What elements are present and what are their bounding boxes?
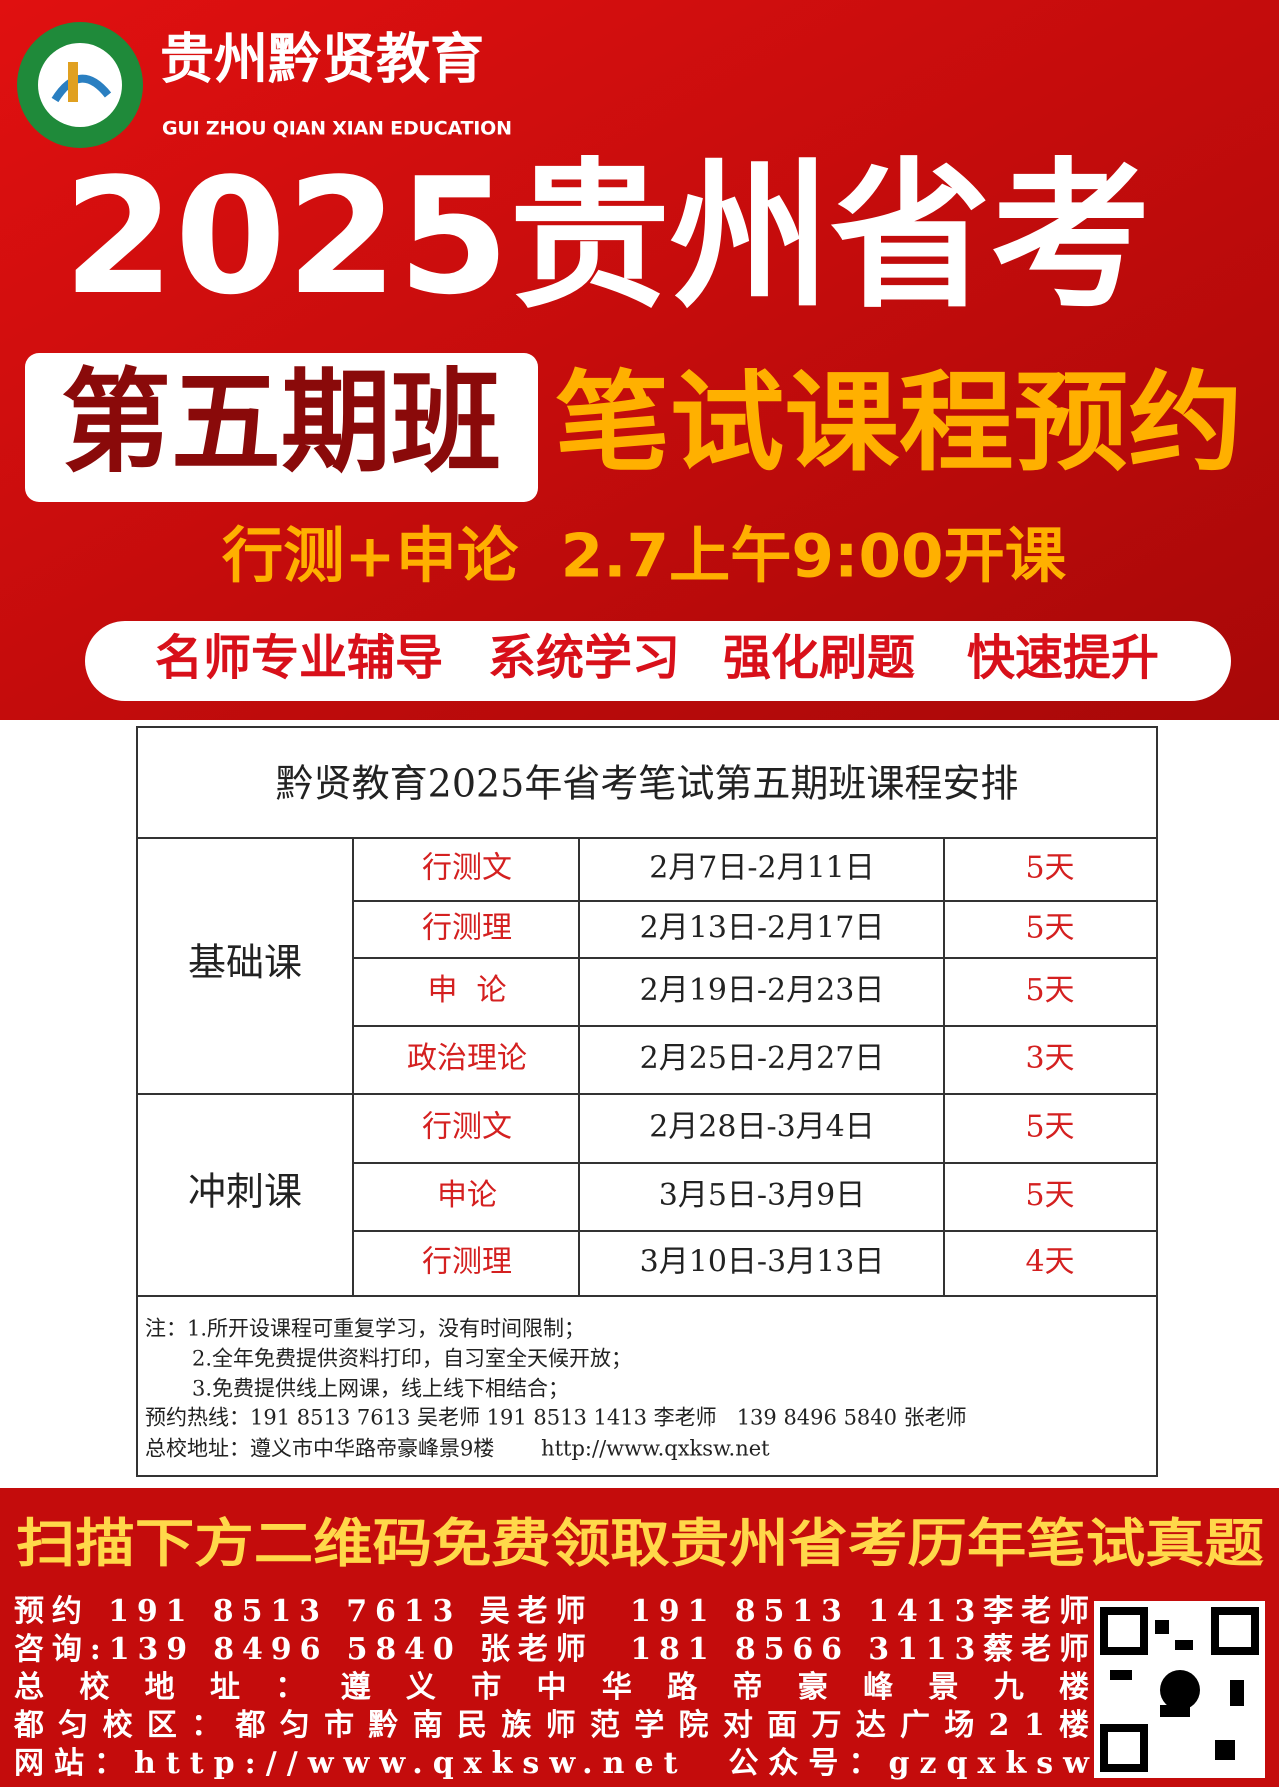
logo (17, 22, 143, 148)
note: 预约热线：191 8513 7613 吴老师 191 8513 1413 李老师… (145, 1406, 967, 1430)
footer-banner: 扫描下方二维码免费领取贵州省考历年笔试真题 (16, 1514, 1264, 1575)
feature: 名师专业辅导 (155, 630, 443, 686)
days: 5天 (1025, 973, 1074, 1008)
days: 5天 (1025, 1178, 1074, 1213)
subline: 行测+申论 2.7上午9:00开课 (222, 522, 1067, 592)
badge: 第五期班 (61, 358, 501, 488)
course: 行测文 (422, 1110, 512, 1145)
badge-bg (25, 353, 538, 502)
course: 政治理论 (407, 1041, 527, 1076)
days: 5天 (1025, 911, 1074, 946)
dates: 2月19日-2月23日 (640, 973, 885, 1008)
feature: 快速提升 (967, 630, 1159, 686)
days: 3天 (1025, 1041, 1074, 1076)
group-name: 冲刺课 (188, 1170, 302, 1214)
brand-en: GUI ZHOU QIAN XIAN EDUCATION (162, 118, 512, 140)
brand: 贵州黔贤教育 (160, 28, 484, 91)
title: 2025贵州省考 (63, 143, 1151, 330)
days: 5天 (1025, 1110, 1074, 1145)
dates: 2月28日-3月4日 (649, 1110, 875, 1145)
days: 5天 (1025, 851, 1074, 886)
course: 行测理 (422, 1245, 512, 1280)
dates: 2月25日-2月27日 (640, 1041, 885, 1076)
course: 申论 (437, 1178, 497, 1213)
qr-code (1094, 1601, 1265, 1778)
dates: 3月10日-3月13日 (640, 1245, 885, 1280)
group-name: 基础课 (188, 941, 302, 985)
course: 行测文 (422, 851, 512, 886)
table-frame (136, 726, 1158, 1477)
course: 申 论 (427, 973, 506, 1008)
note: 总校地址：遵义市中华路帝豪峰景9楼 http://www.qxksw.net (145, 1437, 770, 1461)
note: 3.免费提供线上网课，线上线下相结合； (192, 1377, 569, 1401)
days: 4天 (1025, 1245, 1074, 1280)
headline: 笔试课程预约 (555, 361, 1243, 486)
body-bg (0, 720, 1279, 1488)
features-pill (85, 621, 1231, 701)
footer-line: 网站：http://www.qxksw.net 公众号：gzqxksw (14, 1746, 1090, 1781)
course: 行测理 (422, 911, 512, 946)
feature: 强化刷题 (723, 630, 915, 686)
feature: 系统学习 (488, 630, 680, 686)
table-title: 黔贤教育2025年省考笔试第五期班课程安排 (276, 762, 1019, 806)
dates: 2月13日-2月17日 (640, 911, 885, 946)
note: 注：1.所开设课程可重复学习，没有时间限制； (145, 1317, 585, 1341)
footer-line: 都匀校区：都匀市黔南民族师范学院对面万达广场21楼 (13, 1708, 1089, 1743)
dates: 2月7日-2月11日 (649, 851, 875, 886)
footer-bg (0, 1488, 1279, 1787)
note: 2.全年免费提供资料打印，自习室全天候开放； (192, 1347, 632, 1371)
dates: 3月5日-3月9日 (659, 1178, 865, 1213)
